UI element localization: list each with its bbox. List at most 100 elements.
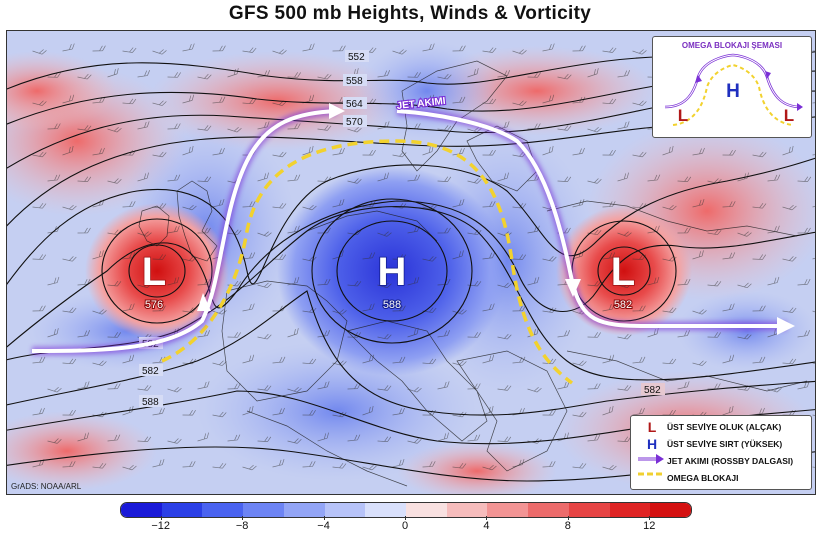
wind-barb <box>812 360 815 366</box>
wind-barb <box>482 252 496 260</box>
contour-label-588: 588 <box>142 397 159 408</box>
wind-barb <box>572 462 587 469</box>
wind-barb <box>362 354 375 364</box>
wind-barb <box>47 328 59 338</box>
wind-barb <box>62 461 76 468</box>
wind-barb <box>347 178 362 184</box>
wind-barb <box>347 434 361 442</box>
wind-barb <box>512 459 525 468</box>
wind-barb <box>647 174 661 182</box>
colorbar-tick-mark <box>323 516 325 520</box>
wind-barb <box>677 227 691 234</box>
wind-barb <box>812 309 815 315</box>
wind-barb <box>212 45 226 52</box>
wind-barb <box>767 225 780 234</box>
wind-barb <box>197 432 209 442</box>
wind-barb <box>272 459 285 468</box>
wind-barb <box>707 280 722 287</box>
wind-barb <box>212 360 227 366</box>
wind-barb <box>422 409 436 416</box>
wind-barb <box>302 145 314 156</box>
wind-barb <box>467 178 482 184</box>
wind-barb <box>32 151 47 158</box>
wind-barb <box>572 411 587 418</box>
wind-barb <box>512 202 527 209</box>
wind-barb <box>542 461 556 468</box>
wind-barb <box>407 225 420 234</box>
low-value-east: 582 <box>614 299 632 311</box>
wind-barb <box>782 307 797 313</box>
wind-barb <box>602 405 614 416</box>
wind-barb <box>602 303 615 312</box>
wind-barb <box>302 461 316 468</box>
wind-barb <box>497 333 512 340</box>
wind-barb <box>242 303 255 312</box>
wind-barb <box>602 252 616 260</box>
wind-barb <box>257 282 272 289</box>
wind-barb <box>737 231 752 237</box>
wind-barb <box>332 309 347 315</box>
wind-barb <box>287 387 302 393</box>
wind-barb <box>167 438 182 444</box>
wind-barb <box>122 201 136 208</box>
wind-barb <box>407 438 422 444</box>
wind-barb <box>212 462 227 469</box>
wind-barb <box>167 276 180 286</box>
wind-barb <box>377 172 389 182</box>
wind-barb <box>347 280 362 287</box>
wind-barb <box>602 354 615 364</box>
inset-high-center: H <box>726 81 740 102</box>
wind-barb <box>287 328 299 338</box>
wind-barb <box>62 256 77 262</box>
wind-barb <box>812 199 815 208</box>
wind-barb <box>512 305 526 312</box>
colorbar-segment <box>528 503 570 517</box>
colorbar-segment <box>202 503 244 517</box>
wind-barb <box>77 227 91 234</box>
wind-barb <box>122 47 137 53</box>
wind-barb <box>512 254 527 260</box>
wind-barb <box>632 100 647 106</box>
wind-barb <box>497 436 512 443</box>
wind-barb <box>797 278 811 286</box>
wind-barb <box>302 204 317 211</box>
wind-barb <box>482 47 497 53</box>
wind-barb <box>542 43 555 52</box>
wind-barb <box>752 305 766 312</box>
wind-barb <box>632 305 646 312</box>
wind-barb <box>617 121 630 130</box>
wind-barb <box>632 254 647 260</box>
wind-barb <box>197 176 212 183</box>
wind-barb <box>332 199 345 208</box>
wind-barb <box>107 68 119 78</box>
wind-barb <box>182 461 196 468</box>
colorbar-segment <box>283 503 326 517</box>
wind-barb <box>362 149 376 156</box>
colorbar-segment <box>446 503 488 517</box>
wind-barb <box>182 204 197 211</box>
wind-barb <box>557 73 572 80</box>
wind-barb <box>32 49 47 55</box>
wind-barb <box>257 385 272 391</box>
wind-barb <box>167 225 180 234</box>
wind-barb <box>227 127 242 133</box>
wind-barb <box>332 147 345 156</box>
wind-barb <box>692 309 707 315</box>
wind-barb <box>317 125 332 131</box>
wind-barb <box>662 358 677 365</box>
data-credit: GrADS: NOAA/ARL <box>11 482 82 491</box>
wind-barb <box>512 356 526 364</box>
wind-barb <box>662 307 677 313</box>
wind-barb <box>497 385 512 391</box>
wind-barb <box>182 145 194 156</box>
map-legend: L ÜST SEVİYE OLUK (ALÇAK) H ÜST SEVİYE S… <box>630 415 812 490</box>
wind-barb <box>437 227 451 234</box>
wind-barb <box>752 151 767 158</box>
wind-barb <box>707 332 721 338</box>
wind-barb <box>77 432 89 442</box>
wind-barb <box>692 360 707 366</box>
wind-barb <box>407 328 419 338</box>
wind-barb <box>587 383 601 390</box>
wind-barb <box>482 303 495 312</box>
wind-barb <box>317 278 331 286</box>
